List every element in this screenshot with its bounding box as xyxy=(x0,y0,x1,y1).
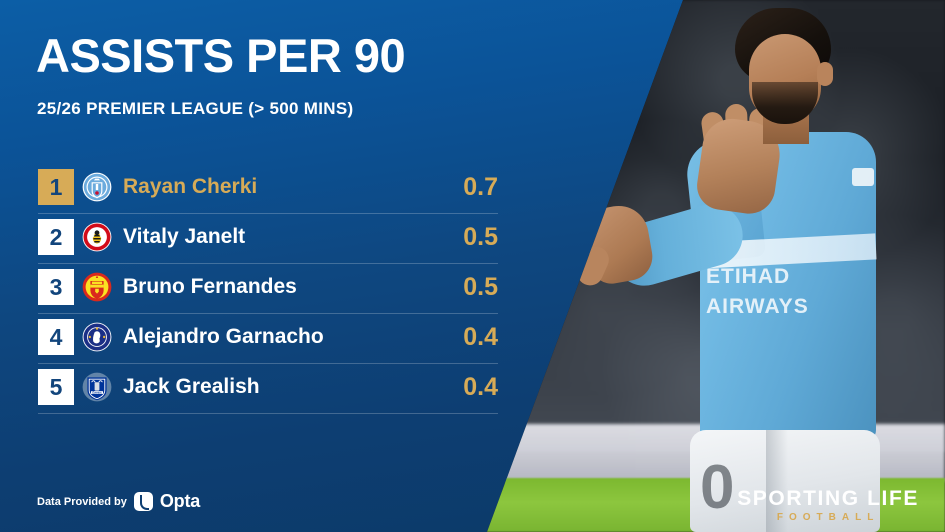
man-city-crest xyxy=(82,172,112,202)
row-separator xyxy=(38,263,498,264)
man-united-crest xyxy=(82,272,112,302)
page-subtitle: 25/26 PREMIER LEAGUE (> 500 MINS) xyxy=(37,99,354,118)
player-ear xyxy=(817,62,833,86)
player-stat-value: 0.4 xyxy=(463,322,498,351)
player-name: Jack Grealish xyxy=(123,375,260,398)
player-name: Vitaly Janelt xyxy=(123,225,246,248)
player-shorts-shadow xyxy=(766,430,788,532)
table-row[interactable]: 2 Vitaly Janelt 0.5 xyxy=(38,215,498,264)
table-row[interactable]: 5 Everton Jack Grealish 0.4 xyxy=(38,365,498,414)
player-name: Alejandro Garnacho xyxy=(123,325,324,348)
table-row[interactable]: 1 Rayan Cherki 0.7 xyxy=(38,165,498,214)
sporting-life-logo: SPORTING LIFE FOOTBALL xyxy=(737,487,919,524)
sporting-life-subbrand: FOOTBALL xyxy=(776,512,880,523)
row-separator xyxy=(38,213,498,214)
opta-name: Opta xyxy=(159,491,201,511)
brentford-crest xyxy=(82,222,112,252)
sporting-life-wordmark: SPORTING LIFE xyxy=(737,487,919,510)
player-shirt-number: 0 xyxy=(700,453,735,522)
row-separator xyxy=(38,363,498,364)
player-shirt-sponsor: ETIHAD AIRWAYS xyxy=(706,262,874,324)
rank-badge: 5 xyxy=(38,369,74,405)
player-stat-value: 0.5 xyxy=(463,272,498,301)
player-shorts xyxy=(690,430,880,532)
rank-badge: 1 xyxy=(38,169,74,205)
row-separator xyxy=(38,313,498,314)
table-row[interactable]: 3 Bruno Fernandes 0.5 xyxy=(38,265,498,314)
player-name: Bruno Fernandes xyxy=(123,275,297,298)
sponsor-line-1: ETIHAD xyxy=(706,265,791,288)
player-stat-value: 0.5 xyxy=(463,222,498,251)
row-separator xyxy=(38,413,498,414)
rank-badge: 4 xyxy=(38,319,74,355)
rank-badge: 2 xyxy=(38,219,74,255)
player-name: Rayan Cherki xyxy=(123,175,258,198)
everton-crest: Everton xyxy=(82,372,112,402)
sponsor-line-2: AIRWAYS xyxy=(706,295,809,318)
rank-badge: 3 xyxy=(38,269,74,305)
table-row[interactable]: 4 Alejandro Garnacho 0.4 xyxy=(38,315,498,364)
opta-label: Data Provided by xyxy=(37,495,127,508)
player-stat-value: 0.4 xyxy=(463,372,498,401)
opta-logo-icon xyxy=(133,492,153,511)
player-club-badge xyxy=(852,168,874,186)
page-title: ASSISTS PER 90 xyxy=(36,29,406,82)
svg-text:Everton: Everton xyxy=(93,391,102,394)
player-stat-value: 0.7 xyxy=(463,172,498,201)
opta-attribution: Data Provided by Opta xyxy=(37,491,200,512)
chelsea-crest xyxy=(82,322,112,352)
